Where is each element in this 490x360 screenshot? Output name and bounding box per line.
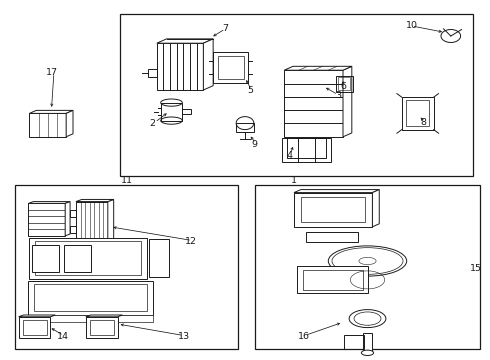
Bar [15,185,238,349]
Text: 13: 13 [178,332,190,341]
Bar [336,76,353,92]
Text: 2: 2 [149,119,155,128]
Bar [344,335,364,349]
Bar [282,138,331,162]
Text: 5: 5 [247,86,253,95]
Text: 14: 14 [57,332,69,341]
Bar [70,210,76,217]
Bar [34,284,147,311]
Bar [213,52,248,83]
Bar [284,70,343,137]
Polygon shape [284,66,352,70]
Bar [29,238,147,279]
Bar [149,239,169,277]
Polygon shape [294,190,379,193]
Bar [287,138,326,158]
Bar [23,320,47,335]
Text: 15: 15 [470,264,482,273]
Bar [28,281,153,315]
Polygon shape [65,202,70,236]
Bar [182,109,191,114]
Bar [294,193,372,227]
Bar [306,232,358,242]
Polygon shape [108,199,114,241]
Bar [236,123,254,132]
Bar [406,100,429,126]
Bar [402,97,434,130]
Ellipse shape [328,246,407,276]
Text: 6: 6 [340,82,346,91]
Bar [363,333,372,353]
Text: 12: 12 [185,237,197,246]
Polygon shape [28,315,153,322]
Bar [64,245,91,272]
Bar [34,281,64,299]
Bar [157,43,203,90]
Bar [255,185,480,349]
Bar [297,266,368,293]
Bar [90,320,114,335]
Text: 11: 11 [122,176,133,185]
Polygon shape [86,315,122,317]
Bar [76,202,108,241]
Polygon shape [203,39,213,90]
Bar [301,197,365,222]
Bar [71,282,83,296]
Text: 9: 9 [252,140,258,149]
Ellipse shape [332,248,403,274]
Bar [86,317,118,338]
Bar [161,103,182,121]
Ellipse shape [354,312,381,325]
Text: 7: 7 [222,24,228,33]
Polygon shape [66,111,73,137]
Bar [19,317,50,338]
Ellipse shape [349,310,386,328]
Polygon shape [29,111,73,113]
Polygon shape [76,199,114,202]
Bar [28,203,65,236]
Text: 4: 4 [286,151,292,160]
Polygon shape [19,315,55,317]
Ellipse shape [362,350,374,356]
Bar [29,113,66,137]
Bar [148,69,157,77]
Bar [218,56,244,79]
Bar [35,241,141,275]
Text: 1: 1 [291,176,297,185]
Polygon shape [157,39,213,43]
Text: 8: 8 [421,118,427,127]
Bar [32,245,59,272]
Text: 17: 17 [46,68,57,77]
Text: 10: 10 [406,21,417,30]
Text: 3: 3 [335,91,341,100]
Bar [70,226,76,233]
Polygon shape [343,66,352,137]
Bar [338,77,350,90]
Ellipse shape [359,257,376,265]
Polygon shape [28,202,70,203]
Bar [303,270,363,290]
Text: 16: 16 [298,332,310,341]
Bar [120,14,473,176]
Polygon shape [372,190,379,227]
